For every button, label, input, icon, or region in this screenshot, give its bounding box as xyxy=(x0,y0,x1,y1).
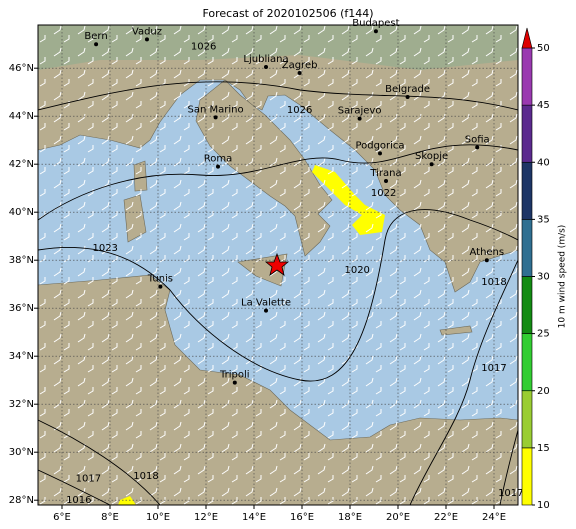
city-label: Roma xyxy=(204,154,233,165)
y-tick-label: 32°N xyxy=(9,399,34,410)
title: Forecast of 2020102506 (f144) xyxy=(202,7,373,20)
city-dot xyxy=(144,37,149,42)
colorbar-tick-label: 25 xyxy=(537,329,550,340)
x-tick-label: 8°E xyxy=(101,512,119,523)
y-tick-label: 46°N xyxy=(9,63,34,74)
city-label: Sofia xyxy=(465,134,490,145)
map-overlay: 1026 1026 1023 1022 1020 1018 1017 1018 1017 1016… xyxy=(38,18,524,506)
y-tick-label: 36°N xyxy=(9,303,34,314)
map-frame xyxy=(37,24,519,506)
city-dot xyxy=(378,151,382,156)
city-label: San Marino xyxy=(188,104,244,115)
city-dot xyxy=(357,116,362,121)
city-label: Ljubliana xyxy=(243,54,288,65)
city-label: Belgrade xyxy=(385,84,430,95)
city-dot xyxy=(405,95,410,99)
x-tick-label: 6°E xyxy=(53,512,71,523)
city-dot xyxy=(484,258,489,263)
y-tick-label: 38°N xyxy=(9,255,34,266)
isobar-label: 1020 xyxy=(344,265,369,276)
colorbar-tick-label: 20 xyxy=(537,386,550,397)
city-dot xyxy=(213,115,218,120)
city-label: Tunis xyxy=(147,274,173,285)
isobar-label: 1017 xyxy=(498,488,523,499)
city-dot xyxy=(297,71,302,75)
city-dot xyxy=(373,29,378,34)
x-tick-label: 14°E xyxy=(242,512,266,523)
y-tick-label: 34°N xyxy=(9,351,34,362)
isobar-label: 1017 xyxy=(76,474,101,485)
x-tick-label: 10°E xyxy=(146,512,170,523)
city-label: Budapest xyxy=(352,18,399,29)
isobar-label: 1017 xyxy=(481,363,506,374)
colorbar-segment xyxy=(521,161,533,220)
colorbar-segment xyxy=(521,276,533,334)
x-tick-label: 22°E xyxy=(434,512,458,523)
colorbar-segment xyxy=(521,219,533,277)
colorbar-tick-label: 10 xyxy=(537,500,550,511)
colorbar-tick-label: 40 xyxy=(537,157,550,168)
isobar-label: 1018 xyxy=(133,471,158,482)
y-tick-label: 44°N xyxy=(9,111,34,122)
city-dot xyxy=(216,164,220,169)
city-dot xyxy=(264,65,268,69)
x-tick-label: 18°E xyxy=(338,512,362,523)
x-tick-label: 16°E xyxy=(290,512,314,523)
colorbar-extension xyxy=(521,27,533,49)
colorbar-tick-label: 45 xyxy=(537,100,550,111)
city-label: Tripoli xyxy=(219,370,250,381)
y-tick-label: 28°N xyxy=(9,495,34,506)
city-dot xyxy=(429,162,434,167)
y-tick-label: 40°N xyxy=(9,207,34,218)
colorbar-tick-label: 30 xyxy=(537,272,550,283)
isobar-label: 1018 xyxy=(481,277,506,288)
city-dot xyxy=(94,42,99,47)
colorbar-segment xyxy=(521,333,533,392)
colorbar-segment xyxy=(521,47,533,106)
y-tick-label: 42°N xyxy=(9,159,34,170)
colorbar-tick-label: 15 xyxy=(537,443,550,454)
city-label: Skopje xyxy=(415,151,448,162)
isobar-label: 1026 xyxy=(191,42,216,53)
x-tick-label: 24°E xyxy=(482,512,506,523)
x-tick-label: 20°E xyxy=(386,512,410,523)
city-label: Tirana xyxy=(369,168,401,179)
colorbar-label: 10 m wind speed (m/s) xyxy=(558,225,568,329)
isobar-label: 1026 xyxy=(287,105,312,116)
colorbar-tick-label: 50 xyxy=(537,43,550,54)
y-tick-label: 30°N xyxy=(9,447,34,458)
city-label: Athens xyxy=(469,247,504,258)
isobar-label: 1016 xyxy=(66,495,91,506)
city-label: La Valette xyxy=(241,298,291,309)
colorbar-tick-label: 35 xyxy=(537,214,550,225)
colorbar-segment xyxy=(521,390,533,449)
star-marker xyxy=(264,252,290,276)
isobar-label: 1022 xyxy=(371,188,396,199)
city-label: Bern xyxy=(84,31,107,42)
city-dot xyxy=(232,380,237,385)
map-background xyxy=(38,25,518,505)
city-dot xyxy=(158,284,163,289)
isobar-label: 1023 xyxy=(92,243,117,254)
colorbar-segment xyxy=(521,104,533,163)
x-tick-label: 12°E xyxy=(194,512,218,523)
city-label: Zagreb xyxy=(282,60,318,71)
colorbar-segment xyxy=(521,447,533,506)
city-label: Sarajevo xyxy=(338,106,382,117)
city-label: Podgorica xyxy=(355,140,404,151)
city-dot xyxy=(475,145,480,150)
city-dot xyxy=(384,179,388,183)
city-dot xyxy=(264,308,268,313)
city-label: Vaduz xyxy=(132,26,162,37)
